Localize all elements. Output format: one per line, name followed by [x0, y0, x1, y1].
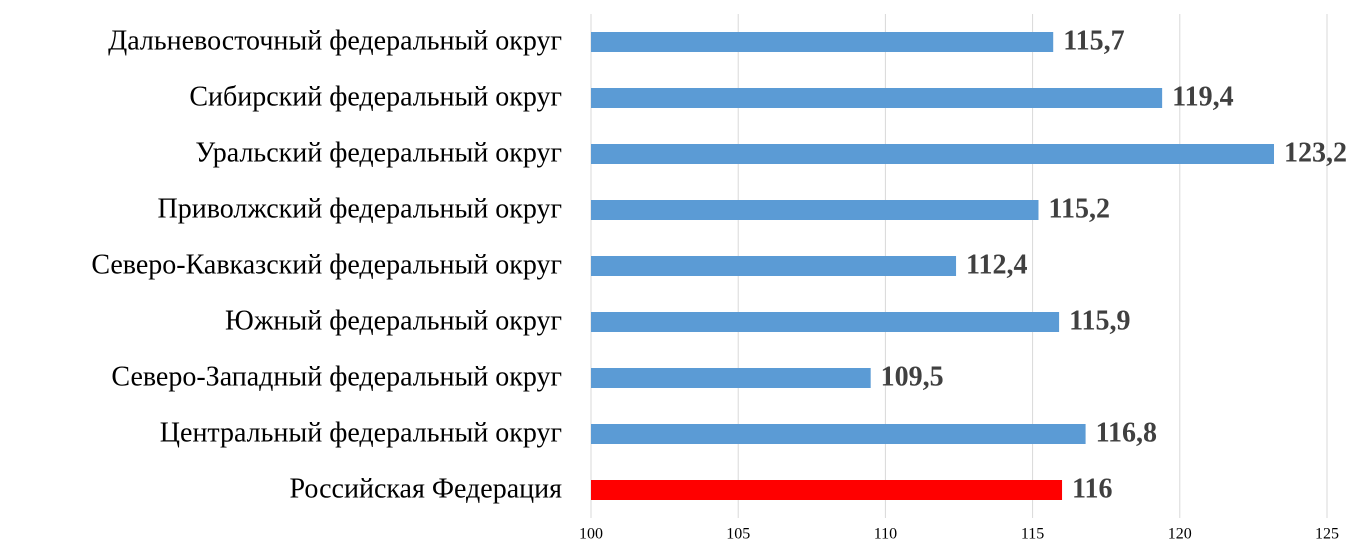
x-tick-label: 110 [874, 526, 897, 543]
data-label: 109,5 [881, 361, 944, 392]
x-tick-label: 125 [1315, 526, 1339, 543]
data-label: 112,4 [966, 249, 1027, 280]
data-label: 119,4 [1172, 81, 1233, 112]
y-tick-label: Южный федеральный округ [225, 305, 562, 336]
data-label: 115,9 [1069, 305, 1130, 336]
bar [591, 368, 871, 388]
y-tick-label: Дальневосточный федеральный округ [108, 25, 562, 56]
bar [591, 144, 1275, 164]
bar [591, 480, 1063, 500]
x-tick-label: 105 [726, 526, 750, 543]
y-tick-label: Северо-Западный федеральный округ [111, 361, 562, 392]
y-tick-label: Приволжский федеральный округ [158, 193, 562, 224]
x-tick-label: 115 [1021, 526, 1044, 543]
bar [591, 312, 1060, 332]
y-tick-label: Российская Федерация [290, 473, 563, 504]
data-label: 123,2 [1284, 137, 1347, 168]
y-tick-label: Северо-Кавказский федеральный округ [91, 249, 562, 280]
y-tick-label: Сибирский федеральный округ [189, 81, 562, 112]
data-label: 116,8 [1096, 417, 1157, 448]
bar [591, 256, 957, 276]
bar [591, 424, 1086, 444]
x-tick-label: 120 [1168, 526, 1192, 543]
bar [591, 88, 1163, 108]
data-label: 115,2 [1048, 193, 1109, 224]
y-tick-label: Уральский федеральный округ [195, 137, 562, 168]
data-label: 115,7 [1063, 25, 1124, 56]
data-label: 116 [1072, 473, 1112, 504]
x-tick-label: 100 [579, 526, 603, 543]
bar [591, 32, 1054, 52]
bar [591, 200, 1039, 220]
y-tick-label: Центральный федеральный округ [160, 417, 562, 448]
